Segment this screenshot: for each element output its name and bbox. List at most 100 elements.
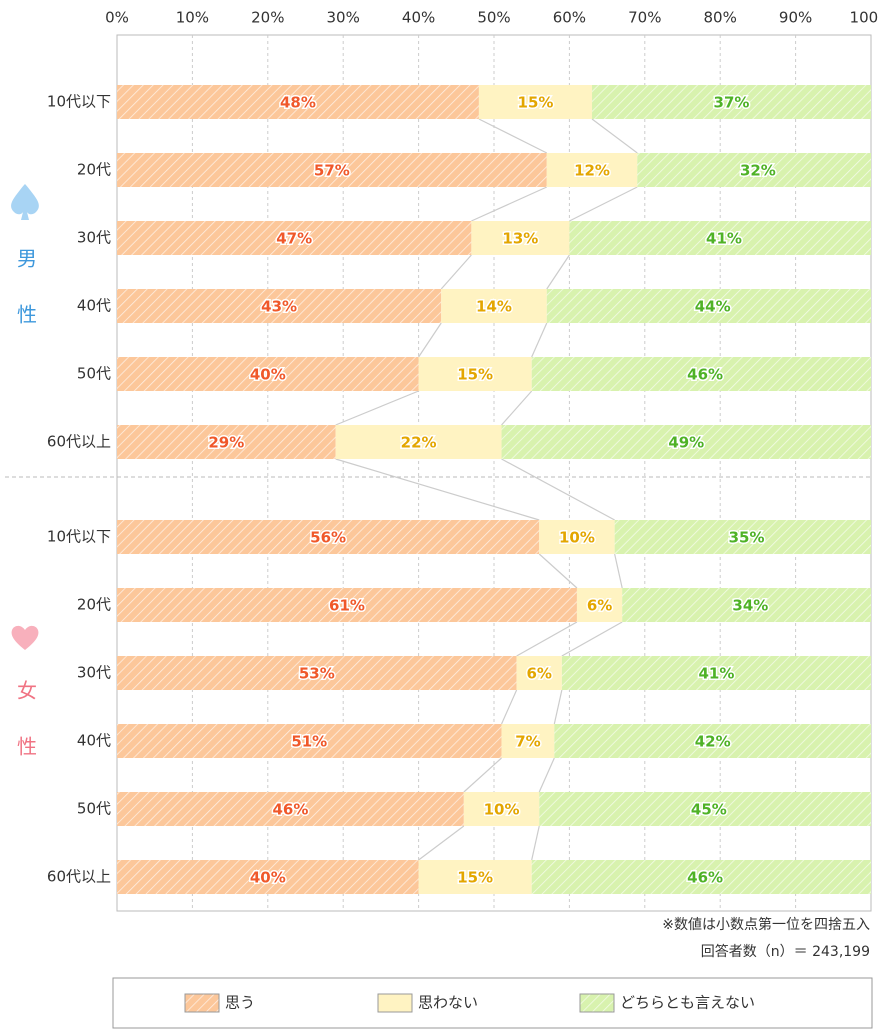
y-tick-label: 30代 bbox=[77, 229, 111, 247]
group-label: 女性 bbox=[14, 680, 38, 792]
value-label: 43% bbox=[261, 298, 297, 316]
x-tick-label: 50% bbox=[477, 9, 510, 27]
value-label: 22% bbox=[401, 434, 437, 452]
connector bbox=[463, 757, 502, 793]
bar-segment bbox=[418, 357, 532, 391]
value-label: 56% bbox=[310, 529, 346, 547]
bar-segment bbox=[117, 425, 336, 459]
value-label: 41% bbox=[698, 665, 734, 683]
value-label: 61% bbox=[329, 597, 365, 615]
y-tick-label: 40代 bbox=[77, 297, 111, 315]
value-label: 10% bbox=[559, 529, 595, 547]
value-label: 49% bbox=[668, 434, 704, 452]
bar-segment bbox=[614, 520, 871, 554]
legend-label: 思う bbox=[225, 994, 255, 1012]
x-tick-label: 40% bbox=[402, 9, 435, 27]
bar-segment bbox=[546, 153, 638, 187]
bar-segment bbox=[463, 792, 540, 826]
bar-segment bbox=[576, 588, 623, 622]
bar-segment bbox=[501, 724, 555, 758]
bar-segment bbox=[478, 85, 593, 119]
bar-segment bbox=[546, 289, 871, 323]
value-label: 10% bbox=[484, 801, 520, 819]
connector bbox=[546, 254, 570, 290]
connector bbox=[418, 322, 442, 358]
y-tick-label: 20代 bbox=[77, 161, 111, 179]
bar-segment bbox=[539, 520, 615, 554]
y-tick-label: 10代以下 bbox=[47, 528, 111, 546]
value-label: 13% bbox=[502, 230, 538, 248]
bar-segment bbox=[531, 357, 871, 391]
x-tick-label: 10% bbox=[176, 9, 209, 27]
connector bbox=[531, 825, 540, 861]
legend-label: どちらとも言えない bbox=[620, 994, 755, 1012]
x-tick-label: 20% bbox=[251, 9, 284, 27]
bar-segment bbox=[335, 425, 502, 459]
connector bbox=[538, 757, 555, 793]
bar-segment bbox=[592, 85, 871, 119]
value-label: 41% bbox=[706, 230, 742, 248]
y-tick-label: 60代以上 bbox=[47, 433, 111, 451]
value-label: 14% bbox=[476, 298, 512, 316]
group-label: 男性 bbox=[14, 248, 38, 360]
value-label: 48% bbox=[280, 94, 316, 112]
y-tick-label: 30代 bbox=[77, 664, 111, 682]
x-tick-label: 0% bbox=[105, 9, 129, 27]
bars: 48% 15% 37% 57% 12% 32% 47% 13% 41% 43% 14% 44% 40% 1… bbox=[117, 85, 871, 894]
connector bbox=[538, 553, 578, 589]
connector bbox=[418, 825, 465, 861]
x-tick-label: 30% bbox=[327, 9, 360, 27]
value-label: 46% bbox=[272, 801, 308, 819]
y-tick-label: 60代以上 bbox=[47, 868, 111, 886]
legend-swatch bbox=[184, 993, 220, 1013]
connector bbox=[471, 186, 548, 222]
heart-icon bbox=[11, 625, 39, 650]
value-label: 6% bbox=[527, 665, 552, 683]
bar-segment bbox=[622, 588, 871, 622]
bar-segment bbox=[554, 724, 871, 758]
value-label: 7% bbox=[515, 733, 540, 751]
legend-swatch bbox=[377, 993, 413, 1013]
bar-segment bbox=[117, 860, 419, 894]
value-label: 34% bbox=[732, 597, 768, 615]
value-label: 15% bbox=[518, 94, 554, 112]
x-tick-label: 60% bbox=[553, 9, 586, 27]
value-label: 35% bbox=[729, 529, 765, 547]
bar-segment bbox=[117, 85, 479, 119]
connector bbox=[335, 390, 419, 426]
bar-segment bbox=[637, 153, 871, 187]
bar-segment bbox=[117, 153, 547, 187]
note: 回答者数（n）＝ 243,199 bbox=[701, 943, 870, 960]
connector bbox=[501, 390, 533, 426]
bar-segment bbox=[117, 221, 472, 255]
x-tick-label: 70% bbox=[628, 9, 661, 27]
connector bbox=[500, 689, 518, 725]
y-tick-label: 50代 bbox=[77, 365, 111, 383]
connector bbox=[440, 254, 472, 290]
legend-swatch bbox=[579, 993, 615, 1013]
connector bbox=[516, 621, 578, 657]
value-label: 46% bbox=[687, 366, 723, 384]
connector bbox=[531, 322, 548, 358]
connector bbox=[569, 186, 638, 222]
value-label: 6% bbox=[587, 597, 612, 615]
connector bbox=[335, 458, 540, 521]
connector bbox=[561, 621, 623, 657]
value-label: 51% bbox=[291, 733, 327, 751]
bar-segment bbox=[117, 357, 419, 391]
note: ※数値は小数点第一位を四捨五入 bbox=[662, 916, 870, 933]
y-tick-label: 20代 bbox=[77, 596, 111, 614]
y-tick-label: 50代 bbox=[77, 800, 111, 818]
value-label: 44% bbox=[695, 298, 731, 316]
bar-segment bbox=[117, 656, 517, 690]
bar-segment bbox=[117, 792, 464, 826]
value-label: 15% bbox=[457, 869, 493, 887]
bar-segment bbox=[471, 221, 570, 255]
value-label: 42% bbox=[695, 733, 731, 751]
connector bbox=[501, 458, 615, 521]
bar-segment bbox=[117, 588, 577, 622]
bar-segment bbox=[418, 860, 532, 894]
value-label: 57% bbox=[314, 162, 350, 180]
legend-frame bbox=[112, 977, 873, 1029]
